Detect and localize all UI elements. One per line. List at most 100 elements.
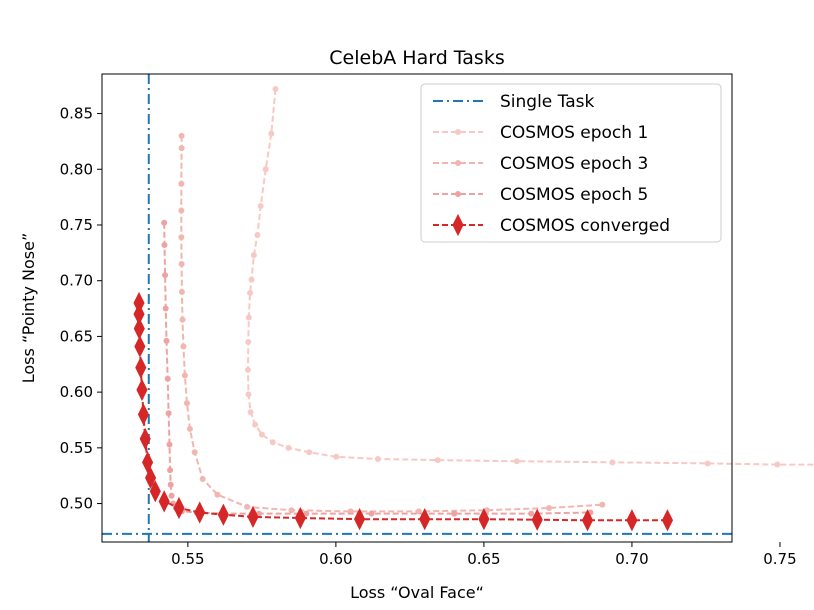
data-point: [178, 234, 185, 241]
data-point: [247, 505, 259, 529]
y-tick-label: 0.60: [60, 383, 93, 401]
x-tick-label: 0.65: [467, 550, 500, 568]
y-tick-label: 0.55: [60, 439, 93, 457]
data-point: [178, 132, 185, 139]
data-point: [528, 510, 535, 517]
y-tick-label: 0.65: [60, 327, 93, 345]
data-point: [164, 375, 171, 382]
data-point: [609, 459, 616, 466]
data-point: [162, 305, 169, 312]
data-point: [142, 451, 154, 474]
data-point: [166, 441, 173, 448]
data-point: [254, 232, 261, 239]
data-point: [306, 449, 313, 456]
data-point: [163, 337, 170, 344]
data-point: [181, 372, 188, 379]
data-point: [268, 130, 275, 137]
data-point: [303, 510, 310, 517]
y-tick-label: 0.85: [60, 105, 93, 123]
y-tick-label: 0.80: [60, 160, 93, 178]
data-point: [217, 503, 229, 526]
data-point: [137, 403, 150, 426]
data-point: [451, 510, 458, 517]
data-point: [247, 409, 254, 416]
x-tick-label: 0.75: [763, 550, 796, 568]
y-tick-label: 0.75: [60, 216, 93, 234]
data-point: [374, 455, 381, 462]
data-point: [262, 166, 269, 173]
data-point: [180, 343, 187, 350]
data-point: [626, 509, 638, 532]
data-point: [214, 491, 221, 498]
data-point: [599, 501, 606, 508]
data-point: [288, 507, 295, 514]
legend-label: COSMOS epoch 1: [500, 123, 648, 143]
legend-marker: [455, 191, 461, 197]
data-point: [165, 410, 172, 417]
data-point: [245, 338, 252, 345]
series-line: [246, 88, 814, 466]
data-point: [478, 508, 490, 531]
data-point: [333, 453, 340, 460]
legend-label: Single Task: [500, 92, 595, 112]
data-point: [167, 467, 174, 474]
series-group: [178, 132, 606, 515]
series-line: [180, 135, 603, 513]
data-point: [178, 288, 185, 295]
series-group: [244, 86, 814, 468]
data-point: [162, 272, 169, 279]
data-point: [774, 461, 781, 468]
x-ticks: 0.55 0.60 0.65 0.70 0.75: [171, 542, 797, 568]
series-group: [133, 291, 674, 532]
data-point: [434, 457, 441, 464]
x-tick-label: 0.55: [171, 550, 204, 568]
series-line: [163, 222, 591, 515]
data-point: [178, 145, 185, 152]
x-tick-label: 0.60: [319, 550, 352, 568]
data-point: [161, 242, 168, 249]
data-point: [183, 400, 190, 407]
data-point: [294, 506, 306, 530]
data-point: [531, 508, 543, 531]
data-point: [161, 219, 168, 226]
data-point: [704, 460, 711, 467]
data-point: [419, 508, 431, 531]
data-point: [269, 439, 276, 446]
y-ticks: 0.50 0.55 0.60 0.65 0.70 0.75 0.80 0.85: [60, 105, 102, 513]
data-point: [581, 509, 594, 532]
legend-marker: [452, 213, 464, 237]
data-point: [178, 180, 185, 187]
data-point: [191, 449, 198, 456]
legend-marker: [455, 160, 461, 166]
plot-frame: [101, 73, 733, 543]
x-axis-label: Loss “Oval Face“: [350, 583, 484, 602]
y-tick-label: 0.70: [60, 272, 93, 290]
series-line: [138, 303, 668, 522]
data-point: [178, 260, 185, 267]
data-point: [252, 421, 259, 428]
legend-box: [420, 83, 722, 243]
legend-label: COSMOS epoch 5: [500, 185, 648, 205]
data-point: [186, 425, 193, 432]
data-point: [247, 289, 254, 296]
data-point: [168, 492, 175, 499]
y-axis-label: Loss “Pointy Nose”: [19, 233, 38, 383]
data-point: [244, 503, 251, 510]
data-point: [139, 427, 151, 451]
data-point: [258, 431, 265, 438]
legend-marker: [455, 129, 461, 135]
data-point: [546, 505, 553, 512]
x-tick-label: 0.70: [615, 550, 648, 568]
data-point: [272, 86, 279, 93]
chart-title: CelebA Hard Tasks: [329, 47, 504, 69]
data-point: [133, 317, 145, 340]
data-point: [134, 335, 146, 358]
data-point: [661, 509, 674, 532]
data-point: [368, 510, 375, 517]
data-point: [178, 207, 185, 214]
data-point: [158, 490, 170, 513]
legend-label: COSMOS converged: [500, 216, 670, 236]
legend: Single Task COSMOS epoch 1 COSMOS epoch 3 C…: [420, 83, 722, 243]
data-point: [149, 480, 161, 503]
